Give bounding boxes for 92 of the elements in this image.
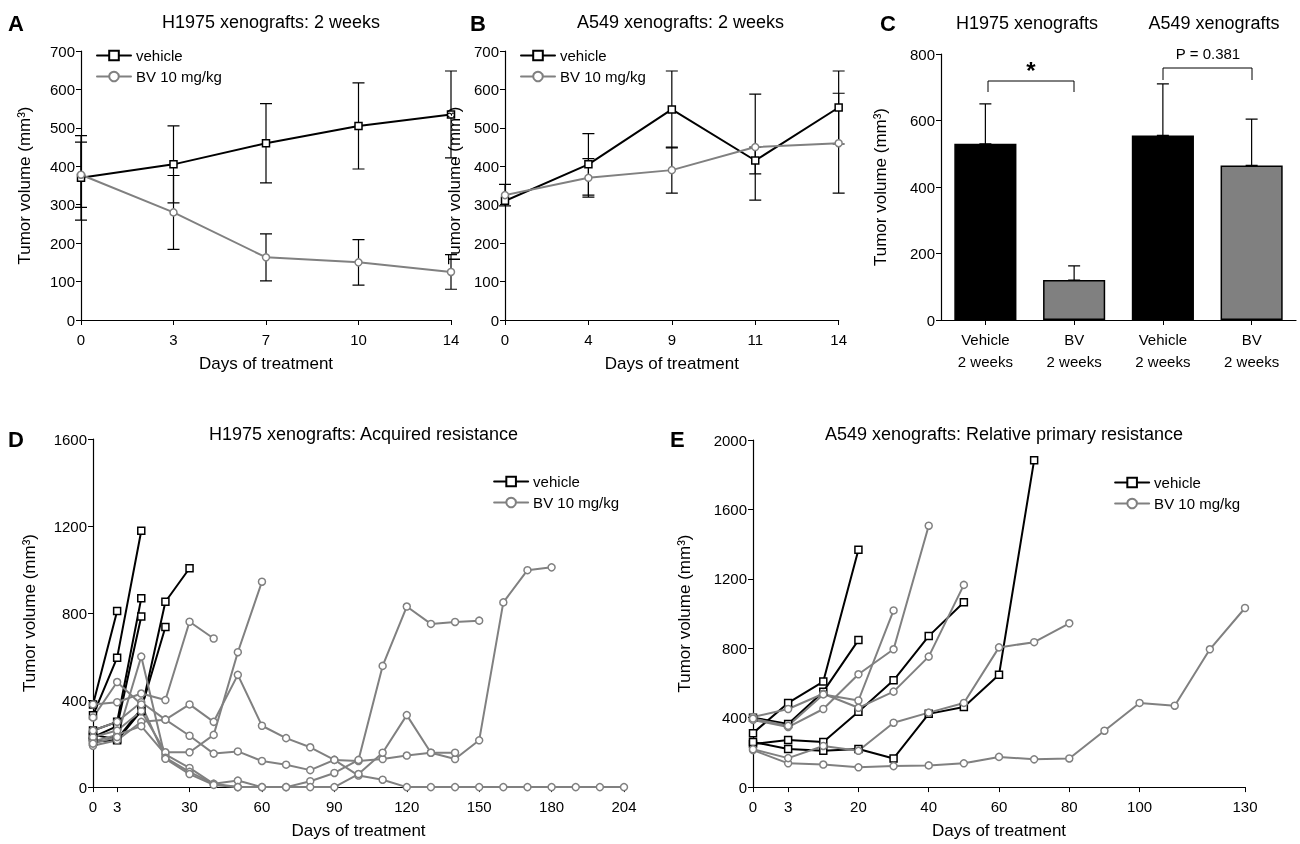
x-tick-label: 90 [326, 797, 343, 815]
y-tick-label: 300 [49, 196, 75, 214]
y-tick-label: 0 [66, 311, 75, 329]
y-tick-label: 200 [49, 234, 75, 252]
x-tick-label: 0 [500, 330, 510, 348]
x-tick-label: 60 [253, 797, 271, 815]
chart-title: H1975 xenografts: Acquired resistance [208, 424, 519, 444]
x-tick-label: 130 [1232, 797, 1258, 815]
y-tick-label: 200 [473, 234, 499, 252]
y-tick-label: 600 [49, 80, 75, 98]
legend-label: BV 10 mg/kg [136, 68, 222, 85]
legend-label: BV 10 mg/kg [533, 494, 620, 511]
y-tick-label: 800 [61, 604, 87, 622]
x-tick-label: 120 [394, 797, 420, 815]
y-tick-label: 700 [49, 42, 75, 60]
text: E [670, 426, 685, 452]
y-tick-label: 300 [473, 196, 499, 214]
text: B [470, 10, 486, 36]
x-tick-label: Vehicle 2 weeks [1135, 330, 1191, 370]
x-axis-title: Days of treatment [604, 353, 740, 373]
y-tick-label: 200 [909, 245, 935, 262]
legend-label: vehicle [533, 473, 580, 490]
y-axis-title: Tumor volume (mm³) [15, 106, 34, 265]
x-axis-title: Days of treatment [931, 821, 1067, 840]
x-tick-label: 9 [667, 330, 676, 348]
legend-label: vehicle [1154, 474, 1201, 491]
x-tick-label: 3 [783, 797, 793, 815]
y-tick-label: 800 [909, 45, 935, 63]
y-axis-title: Tumor volume (mm³) [445, 106, 464, 265]
x-axis-title: Days of treatment [291, 821, 426, 840]
y-tick-label: 800 [721, 639, 747, 657]
y-tick-label: 2000 [713, 431, 747, 449]
x-axis-title: Days of treatment [198, 353, 334, 373]
x-tick-label: 30 [181, 797, 198, 815]
y-tick-label: 1200 [53, 517, 87, 535]
y-tick-label: 400 [721, 709, 747, 727]
y-tick-label: 400 [49, 157, 75, 175]
x-tick-label: 204 [611, 797, 637, 815]
x-tick-label: 3 [169, 330, 178, 348]
text: H1975 xenografts [955, 13, 1099, 33]
chart-title: A549 xenografts: 2 weeks [576, 12, 785, 32]
y-tick-label: 400 [909, 178, 935, 196]
annotation: * [1026, 56, 1037, 84]
x-tick-label: 4 [584, 330, 593, 348]
y-axis-title: Tumor volume (mm³) [675, 534, 694, 693]
legend-label: vehicle [136, 47, 183, 64]
x-tick-label: 60 [990, 797, 1008, 815]
y-tick-label: 700 [473, 42, 499, 60]
x-tick-label: 10 [350, 330, 367, 348]
x-tick-label: 14 [442, 330, 460, 348]
text: D [8, 426, 24, 452]
y-tick-label: 500 [49, 119, 75, 137]
annotation: P = 0.381 [1175, 45, 1241, 62]
x-tick-label: 0 [748, 797, 758, 815]
text: C [880, 10, 896, 36]
chart-title: A549 xenografts: Relative primary resistance [824, 424, 1184, 444]
y-tick-label: 400 [61, 691, 87, 709]
legend-label: vehicle [560, 47, 607, 64]
y-tick-label: 600 [473, 80, 499, 98]
y-axis-title: Tumor volume (mm³) [871, 107, 890, 267]
x-tick-label: 3 [112, 797, 122, 815]
x-tick-label: 20 [850, 797, 867, 815]
x-tick-label: BV 2 weeks [1224, 330, 1280, 370]
x-tick-label: 14 [830, 330, 847, 348]
x-tick-label: 80 [1060, 797, 1078, 815]
y-tick-label: 1200 [713, 570, 747, 588]
y-tick-label: 500 [473, 119, 499, 137]
legend-label: BV 10 mg/kg [560, 68, 646, 85]
y-tick-label: 0 [78, 778, 87, 796]
y-tick-label: 1600 [53, 430, 87, 448]
text: A [8, 10, 24, 36]
x-tick-label: 100 [1127, 797, 1153, 815]
y-tick-label: 100 [473, 273, 499, 291]
chart-title: H1975 xenografts: 2 weeks [161, 12, 381, 32]
y-tick-label: 100 [49, 273, 75, 291]
text: A549 xenografts [1148, 13, 1280, 33]
y-tick-label: 0 [490, 311, 499, 329]
y-tick-label: 400 [473, 157, 499, 175]
x-tick-label: 180 [539, 797, 565, 815]
y-tick-label: 0 [926, 311, 935, 329]
x-tick-label: 11 [747, 330, 764, 348]
legend-label: BV 10 mg/kg [1154, 495, 1241, 512]
x-tick-label: 0 [88, 797, 98, 815]
y-tick-label: 1600 [713, 500, 747, 518]
x-tick-label: Vehicle 2 weeks [957, 330, 1013, 370]
x-tick-label: BV 2 weeks [1046, 330, 1102, 370]
x-tick-label: 40 [920, 797, 938, 815]
y-axis-title: Tumor volume (mm³) [20, 534, 39, 693]
y-tick-label: 600 [909, 112, 935, 129]
x-tick-label: 150 [466, 797, 492, 815]
x-tick-label: 7 [261, 330, 271, 348]
y-tick-label: 0 [738, 778, 747, 796]
